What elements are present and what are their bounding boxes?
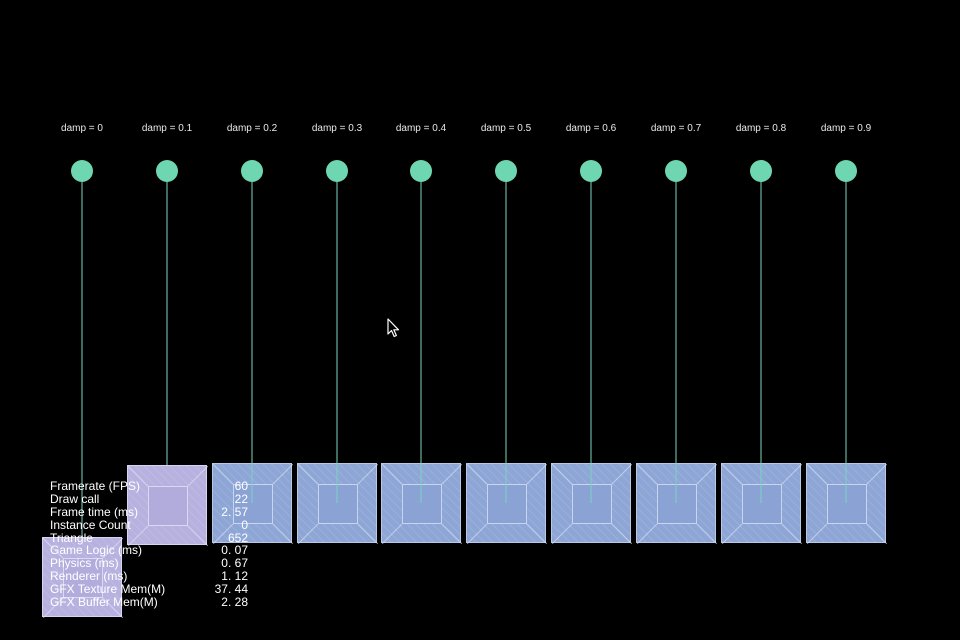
pendulum-rope-segment bbox=[336, 463, 338, 503]
pendulum-box[interactable] bbox=[42, 537, 123, 618]
stat-value: 0. 07 bbox=[221, 543, 248, 558]
pendulum-anchor[interactable] bbox=[835, 160, 857, 182]
stat-row: Game Logic (ms) 0. 07 bbox=[50, 544, 250, 557]
damp-label: damp = 0.6 bbox=[565, 123, 617, 134]
stat-row: GFX Buffer Mem(M) 2. 28 bbox=[50, 596, 250, 609]
pendulum-anchor[interactable] bbox=[71, 160, 93, 182]
box-inner-panel bbox=[318, 484, 358, 524]
box-inner-panel bbox=[827, 484, 867, 524]
stat-value: 1. 12 bbox=[221, 569, 248, 584]
pendulum-rope bbox=[420, 171, 422, 503]
damp-label: damp = 0.4 bbox=[395, 123, 447, 134]
box-bevel bbox=[128, 466, 208, 546]
stat-value: 22 bbox=[234, 491, 248, 506]
pendulum-anchor[interactable] bbox=[495, 160, 517, 182]
damp-label: damp = 0.3 bbox=[311, 123, 363, 134]
pendulum-rope-segment bbox=[760, 463, 762, 503]
stat-name: Framerate (FPS) bbox=[50, 479, 141, 493]
box-inner-panel bbox=[657, 484, 697, 524]
box-inner-panel bbox=[487, 484, 527, 524]
pendulum-rope-segment bbox=[420, 463, 422, 503]
pendulum-anchor[interactable] bbox=[665, 160, 687, 182]
stat-name: Physics (ms) bbox=[50, 556, 119, 571]
pendulum-anchor[interactable] bbox=[750, 160, 772, 182]
pendulum-anchor[interactable] bbox=[410, 160, 432, 182]
stat-name: GFX Texture Mem(M) bbox=[50, 582, 166, 597]
box-bevel bbox=[722, 464, 802, 544]
stat-name: GFX Buffer Mem(M) bbox=[50, 595, 158, 610]
pendulum-anchor[interactable] bbox=[326, 160, 348, 182]
stat-name: Frame time (ms) bbox=[50, 504, 138, 519]
pendulum-anchor[interactable] bbox=[241, 160, 263, 182]
pendulum-rope bbox=[505, 171, 507, 503]
pendulum-box[interactable] bbox=[551, 463, 632, 544]
box-bevel bbox=[213, 464, 293, 544]
stat-row: Instance Count 0 bbox=[50, 517, 250, 532]
box-inner-panel bbox=[148, 486, 188, 526]
pendulum-rope bbox=[845, 171, 847, 503]
box-bevel bbox=[467, 464, 547, 544]
box-bevel bbox=[552, 464, 632, 544]
box-bevel bbox=[298, 464, 378, 544]
stat-value: 2. 57 bbox=[221, 504, 248, 519]
pendulum-rope bbox=[675, 171, 677, 503]
damp-label: damp = 0.2 bbox=[226, 123, 278, 134]
stat-row: Triangle 652 bbox=[50, 530, 250, 545]
pendulum-anchor[interactable] bbox=[156, 160, 178, 182]
pendulum-rope bbox=[166, 171, 168, 505]
stat-row: Draw call 22 bbox=[50, 491, 250, 506]
stat-name: Triangle bbox=[50, 530, 93, 545]
stat-name: Game Logic (ms) bbox=[50, 543, 143, 558]
box-bevel bbox=[637, 464, 717, 544]
damp-label: damp = 0.8 bbox=[735, 123, 787, 134]
pendulum-anchor[interactable] bbox=[580, 160, 602, 182]
pendulum-rope-segment bbox=[590, 463, 592, 503]
stat-row: Physics (ms) 0. 67 bbox=[50, 557, 250, 570]
damp-label: damp = 0.7 bbox=[650, 123, 702, 134]
pendulum-rope-segment bbox=[505, 463, 507, 503]
damp-label: damp = 0.1 bbox=[141, 123, 193, 134]
box-inner-panel bbox=[233, 484, 273, 524]
damp-label: damp = 0.5 bbox=[480, 123, 532, 134]
box-inner-panel bbox=[742, 484, 782, 524]
stat-value: 0 bbox=[241, 517, 248, 532]
pendulum-rope bbox=[251, 171, 253, 503]
pendulum-box[interactable] bbox=[127, 465, 208, 546]
stat-name: Instance Count bbox=[50, 517, 131, 532]
damp-label: damp = 0 bbox=[61, 123, 103, 134]
stat-row: Framerate (FPS) 60 bbox=[50, 480, 250, 493]
stat-row: Renderer (ms) 1. 12 bbox=[50, 570, 250, 583]
mouse-cursor-icon bbox=[387, 318, 400, 338]
profiler-stats-panel: Framerate (FPS) 60 Draw call 22 Frame time (… bbox=[50, 480, 250, 609]
pendulum-rope-segment bbox=[845, 463, 847, 503]
box-inner-panel bbox=[63, 558, 103, 598]
stat-name: Draw call bbox=[50, 491, 100, 506]
box-bevel bbox=[382, 464, 462, 544]
box-bevel bbox=[43, 538, 123, 618]
stat-value: 37. 44 bbox=[214, 582, 248, 597]
pendulum-rope bbox=[336, 171, 338, 503]
box-bevel bbox=[807, 464, 887, 544]
stat-value: 0. 67 bbox=[221, 556, 248, 571]
pendulum-rope-segment bbox=[251, 463, 253, 503]
box-inner-panel bbox=[402, 484, 442, 524]
box-inner-panel bbox=[572, 484, 612, 524]
pendulum-box[interactable] bbox=[466, 463, 547, 544]
stat-name: Renderer (ms) bbox=[50, 569, 128, 584]
pendulum-rope bbox=[81, 171, 83, 577]
pendulum-rope bbox=[760, 171, 762, 503]
stat-value: 2. 28 bbox=[221, 595, 248, 610]
stat-value: 60 bbox=[234, 479, 248, 493]
damp-label: damp = 0.9 bbox=[820, 123, 872, 134]
stat-row: Frame time (ms) 2. 57 bbox=[50, 504, 250, 519]
pendulum-rope bbox=[590, 171, 592, 503]
stat-value: 652 bbox=[227, 530, 248, 545]
stat-row: GFX Texture Mem(M) 37. 44 bbox=[50, 583, 250, 596]
pendulum-rope-segment bbox=[675, 463, 677, 503]
